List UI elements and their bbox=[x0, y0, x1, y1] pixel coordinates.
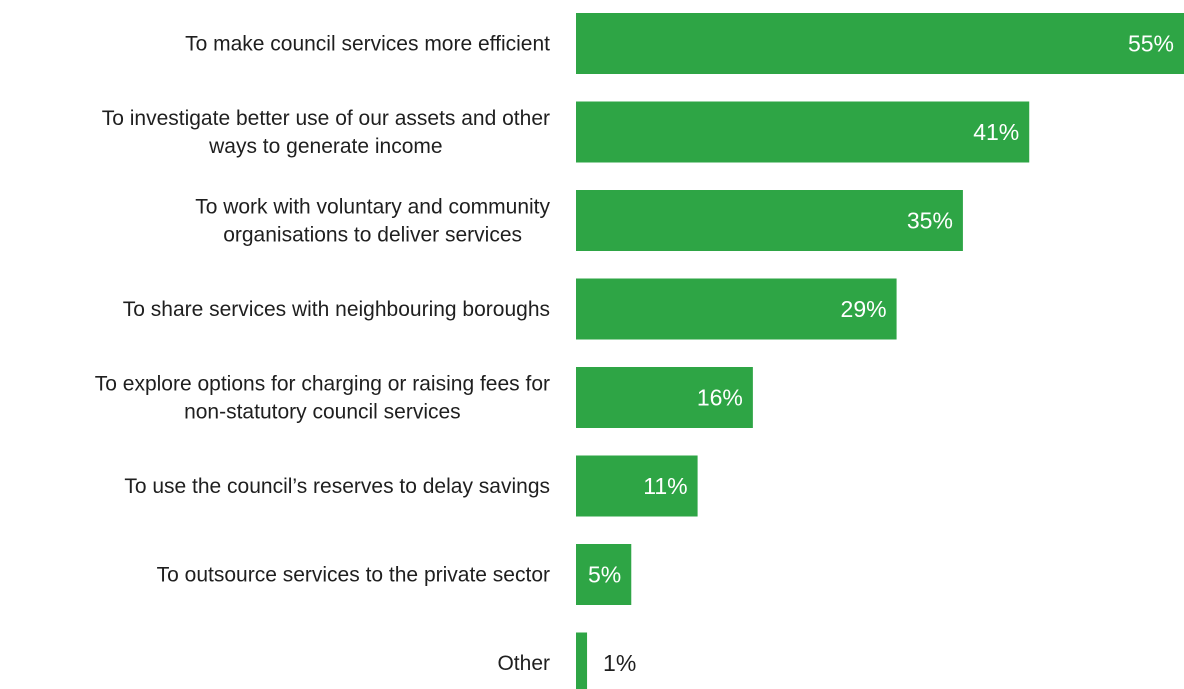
value-label-4: 29% bbox=[841, 296, 887, 322]
bar-5 bbox=[576, 367, 753, 428]
bar-4 bbox=[576, 278, 897, 340]
value-label-8: 1% bbox=[603, 650, 636, 676]
category-label-line: To investigate better use of our assets … bbox=[102, 107, 550, 130]
category-label-line: ways to generate income bbox=[208, 135, 442, 158]
category-label-8: Other bbox=[497, 652, 550, 675]
bar-2 bbox=[576, 101, 1030, 163]
category-label-line: non-statutory council services bbox=[184, 401, 461, 424]
category-label-line: Other bbox=[497, 652, 550, 675]
bar-1 bbox=[576, 13, 1184, 74]
category-label-line: To explore options for charging or raisi… bbox=[95, 373, 550, 396]
category-label-7: To outsource services to the private sec… bbox=[157, 564, 550, 587]
category-label-line: To work with voluntary and community bbox=[195, 196, 550, 219]
category-label-5: To explore options for charging or raisi… bbox=[95, 373, 550, 424]
category-label-line: To make council services more efficient bbox=[185, 33, 550, 56]
category-label-1: To make council services more efficient bbox=[185, 33, 550, 56]
category-labels: To make council services more efficient T… bbox=[95, 33, 551, 676]
value-labels: 55% 41% 35% 29% 16% 11% 5% 1% bbox=[588, 31, 1174, 677]
value-label-5: 16% bbox=[697, 385, 743, 411]
category-label-2: To investigate better use of our assets … bbox=[102, 107, 550, 158]
category-label-line: To use the council’s reserves to delay s… bbox=[124, 475, 550, 498]
bar-8 bbox=[576, 632, 588, 689]
category-label-3: To work with voluntary and community orga… bbox=[195, 196, 550, 247]
value-label-6: 11% bbox=[643, 473, 687, 499]
category-label-4: To share services with neighbouring boro… bbox=[123, 298, 550, 321]
category-label-6: To use the council’s reserves to delay s… bbox=[124, 475, 550, 498]
bar-7 bbox=[576, 544, 632, 605]
category-label-line: To outsource services to the private sec… bbox=[157, 564, 550, 587]
bar-6 bbox=[576, 455, 698, 517]
value-label-7: 5% bbox=[588, 562, 621, 588]
value-label-2: 41% bbox=[973, 119, 1019, 145]
bar-3 bbox=[576, 190, 963, 251]
value-label-1: 55% bbox=[1128, 31, 1174, 57]
value-label-3: 35% bbox=[907, 208, 953, 234]
category-label-line: To share services with neighbouring boro… bbox=[123, 298, 550, 321]
category-label-line: organisations to deliver services bbox=[223, 224, 522, 247]
bars-layer bbox=[576, 13, 1184, 689]
